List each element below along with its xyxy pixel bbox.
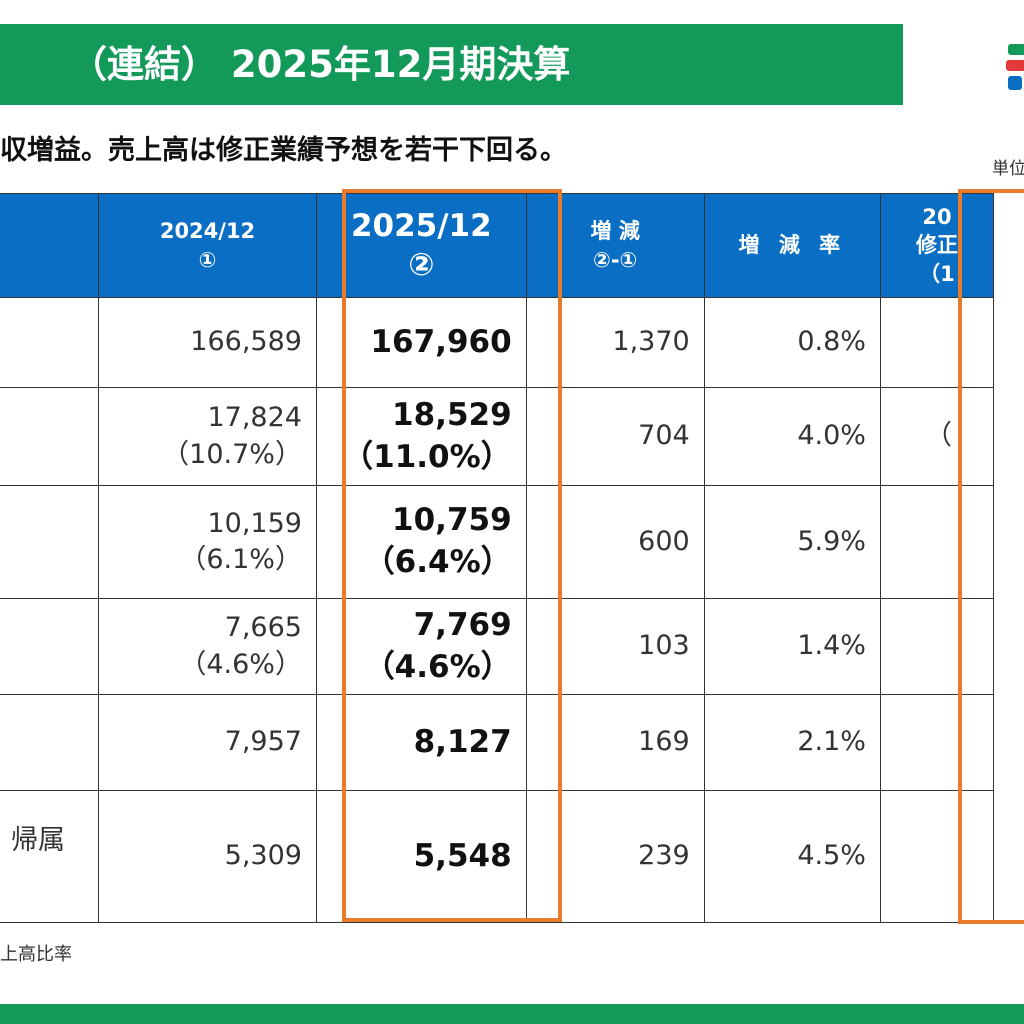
- company-logo-icon: [1006, 44, 1024, 90]
- table-row: 17,824 （10.7%） 18,529 （11.0%） 704 4.0% （: [0, 387, 995, 486]
- table-row: 10,159 （6.1%） 10,759 （6.4%） 600 5.9%: [0, 485, 995, 599]
- forecast-value: （: [879, 387, 995, 486]
- header-forecast: 20 修正 （1: [879, 193, 995, 298]
- table-row: 166,589 167,960 1,370 0.8%: [0, 297, 995, 388]
- change-rate-value: 4.5%: [703, 790, 881, 923]
- unit-label: 単位: [992, 159, 1024, 179]
- header-change: 増 減 ②-①: [525, 193, 705, 298]
- header-current-year: 2025/12 ②: [315, 193, 527, 298]
- change-rate-value: 0.8%: [703, 297, 881, 388]
- row-label: [0, 694, 100, 791]
- prev-value: 7,957: [98, 694, 317, 791]
- change-rate-value: 2.1%: [703, 694, 881, 791]
- row-label: [0, 387, 100, 486]
- header-prev-year: 2024/12 ①: [98, 193, 317, 298]
- row-label: [0, 297, 100, 388]
- table-row: 7,957 8,127 169 2.1%: [0, 694, 995, 791]
- row-label: [0, 598, 100, 695]
- current-value: 167,960: [315, 297, 527, 388]
- financial-results-table: 2024/12 ① 2025/12 ② 増 減 ②-① 増 減 率 20 修正 …: [0, 193, 995, 923]
- page-title-bar: （連結） 2025年12月期決算: [0, 24, 903, 105]
- change-value: 103: [525, 598, 705, 695]
- current-value: 8,127: [315, 694, 527, 791]
- forecast-value: [879, 485, 995, 599]
- change-value: 1,370: [525, 297, 705, 388]
- prev-value: 17,824 （10.7%）: [98, 387, 317, 486]
- prev-value: 10,159 （6.1%）: [98, 485, 317, 599]
- forecast-value: [879, 694, 995, 791]
- forecast-value: [879, 598, 995, 695]
- header-label-cell: [0, 193, 100, 298]
- current-value: 18,529 （11.0%）: [315, 387, 527, 486]
- change-rate-value: 4.0%: [703, 387, 881, 486]
- bottom-bar: [0, 1004, 1024, 1024]
- change-value: 169: [525, 694, 705, 791]
- table-row: 帰属 5,309 5,548 239 4.5%: [0, 790, 995, 923]
- footnote: 上高比率: [0, 944, 72, 965]
- change-value: 704: [525, 387, 705, 486]
- prev-value: 166,589: [98, 297, 317, 388]
- forecast-value: [879, 297, 995, 388]
- prev-value: 7,665 （4.6%）: [98, 598, 317, 695]
- prev-value: 5,309: [98, 790, 317, 923]
- forecast-value: [879, 790, 995, 923]
- row-label: [0, 485, 100, 599]
- change-rate-value: 5.9%: [703, 485, 881, 599]
- current-value: 10,759 （6.4%）: [315, 485, 527, 599]
- subtitle: 収増益。売上高は修正業績予想を若干下回る。: [0, 135, 567, 166]
- change-value: 600: [525, 485, 705, 599]
- table-row: 7,665 （4.6%） 7,769 （4.6%） 103 1.4%: [0, 598, 995, 695]
- change-value: 239: [525, 790, 705, 923]
- current-value: 5,548: [315, 790, 527, 923]
- page-title: （連結） 2025年12月期決算: [70, 43, 571, 86]
- row-label: 帰属: [0, 790, 100, 923]
- current-value: 7,769 （4.6%）: [315, 598, 527, 695]
- table-header-row: 2024/12 ① 2025/12 ② 増 減 ②-① 増 減 率 20 修正 …: [0, 193, 995, 298]
- change-rate-value: 1.4%: [703, 598, 881, 695]
- header-change-rate: 増 減 率: [703, 193, 881, 298]
